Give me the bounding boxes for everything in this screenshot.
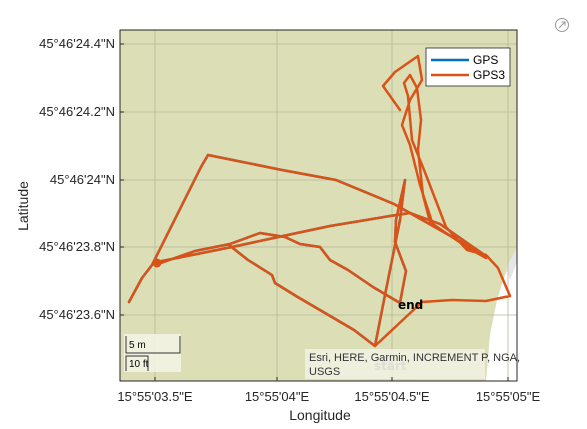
gps3-track [127, 54, 512, 348]
end-label: end [398, 298, 423, 312]
x-tick-labels: 15°55'03.5"E 15°55'04"E 15°55'04.5"E 15°… [117, 389, 540, 404]
y-tick-label: 45°46'23.6"N [39, 307, 115, 322]
scale-metric-label: 5 m [129, 340, 146, 351]
y-tick-label: 45°46'24.2"N [39, 104, 115, 119]
basemap-white-area [486, 250, 517, 381]
x-tick-label: 15°55'05"E [476, 389, 541, 404]
axes-frame [119, 29, 518, 382]
basemap-land [120, 30, 517, 381]
basemap-road [506, 248, 517, 280]
x-tick-label: 15°55'04.5"E [354, 389, 430, 404]
attribution-line-2: USGS [309, 366, 340, 378]
legend-label-gps3: GPS3 [473, 68, 505, 82]
attribution-line-1: Esri, HERE, Garmin, INCREMENT P, NGA, [309, 352, 520, 364]
y-axis-label: Latitude [15, 181, 31, 231]
y-tick-label: 45°46'23.8"N [39, 239, 115, 254]
legend-label-gps: GPS [473, 53, 498, 67]
y-tick-label: 45°46'24.4"N [39, 36, 115, 51]
y-tick-labels: 45°46'24.4"N 45°46'24.2"N 45°46'24"N 45°… [39, 36, 115, 322]
export-icon[interactable] [555, 18, 569, 32]
basemap [120, 30, 517, 381]
tick-marks [120, 43, 509, 381]
legend[interactable]: GPS GPS3 [425, 47, 511, 87]
x-tick-label: 15°55'04"E [245, 389, 310, 404]
x-tick-label: 15°55'03.5"E [117, 389, 193, 404]
x-axis-label: Longitude [289, 407, 351, 423]
scale-bar: 5 m 10 ft [124, 334, 181, 372]
track-point-marker [152, 258, 162, 268]
scale-imperial-label: 10 ft [129, 359, 149, 370]
attribution-box: Esri, HERE, Garmin, INCREMENT P, NGA, US… [305, 349, 520, 379]
y-tick-label: 45°46'24"N [50, 172, 115, 187]
